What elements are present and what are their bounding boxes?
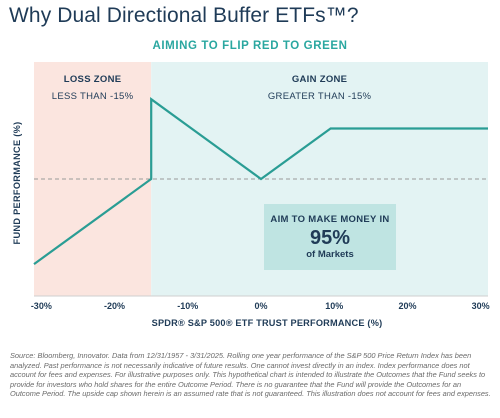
fund-performance-line: [33, 97, 488, 265]
x-tick-label: -10%: [177, 301, 198, 311]
loss-zone-sublabel: LESS THAN -15%: [52, 91, 134, 102]
x-tick-label: 0%: [254, 301, 267, 311]
x-tick-label: 20%: [398, 301, 416, 311]
callout-line3: of Markets: [306, 249, 354, 260]
gain-zone-sublabel: GREATER THAN -15%: [268, 91, 372, 102]
y-axis-label: FUND PERFORMANCE (%): [12, 122, 22, 245]
callout-value: 95%: [309, 227, 351, 249]
gain-zone-label: GAIN ZONE: [292, 74, 347, 85]
callout-box: AIM TO MAKE MONEY IN 95% of Markets: [264, 204, 396, 270]
loss-zone-label: LOSS ZONE: [64, 74, 122, 85]
chart: LOSS ZONE LESS THAN -15% GAIN ZONE GREAT…: [12, 62, 490, 328]
callout-line1: AIM TO MAKE MONEY IN: [270, 214, 390, 225]
x-tick-label: 10%: [325, 301, 343, 311]
x-tick-label: -20%: [104, 301, 125, 311]
page-title: Why Dual Directional Buffer ETFs™?: [9, 4, 359, 27]
x-tick-label: -30%: [31, 301, 52, 311]
x-tick-labels: -30% -20% -10% 0% 10% 20% 30%: [31, 301, 490, 311]
x-axis-label: SPDR® S&P 500® ETF TRUST PERFORMANCE (%): [152, 318, 383, 328]
footnote: Source: Bloomberg, Innovator. Data from …: [10, 351, 491, 399]
chart-subtitle: AIMING TO FLIP RED TO GREEN: [152, 40, 348, 52]
x-tick-label: 30%: [472, 301, 490, 311]
